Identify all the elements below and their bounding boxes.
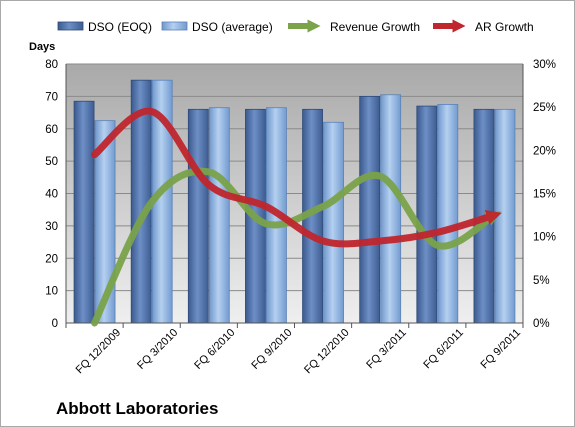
legend-label: DSO (average) [192,20,273,34]
bar-dso-average [380,94,402,324]
y-tick-label: 20 [45,253,58,265]
x-tick-label: FQ 3/2011 [364,327,409,372]
y-tick-label: 40 [45,189,58,201]
y-tick-label: 50 [45,156,58,168]
y-tick-label: 30 [45,221,58,233]
x-tick-label: FQ 9/2010 [249,327,294,372]
y-tick-label: 10 [45,286,58,298]
x-tick-label: FQ 3/2010 [135,327,180,372]
ar-growth-line [91,107,502,248]
bar-dso-eoq [73,100,95,324]
y2-tick-label: 10% [533,232,556,244]
legend-label: AR Growth [475,20,534,34]
bar-dso-average [323,121,344,324]
y2-tick-label: 15% [533,189,556,201]
revenue-growth-line [91,167,502,327]
x-tick-label: FQ 6/2010 [192,327,237,372]
y2-tick-label: 20% [533,145,556,157]
y-tick-label: 80 [45,59,58,71]
bar-dso-average [437,104,459,324]
x-tick-label: FQ 9/2011 [478,327,523,372]
bar-dso-average [494,108,516,324]
y-tick-label: 0 [52,318,58,330]
y2-tick-label: 0% [533,318,550,330]
chart-legend: DSO (EOQ) DSO (average) Revenue Growth AR G… [57,19,534,34]
legend-swatch [161,21,188,31]
y2-tick-label: 5% [533,275,550,287]
bar-dso-eoq [187,108,209,324]
legend-label: DSO (EOQ) [88,20,152,34]
company-name: Abbott Laboratories [56,399,219,418]
legend-label: Revenue Growth [330,20,420,34]
y-tick-label: 70 [45,91,58,103]
bar-dso-average [208,107,230,324]
bar-dso-eoq [416,105,438,324]
line-series [91,107,502,327]
y2-tick-label: 30% [533,59,556,71]
y-axis-label: Days [29,41,55,53]
axes [65,64,524,328]
legend-swatch [57,21,84,31]
y-tick-label: 60 [45,124,58,136]
y2-tick-label: 25% [533,102,556,114]
x-tick-label: FQ 12/2009 [74,327,124,377]
x-tick-label: FQ 6/2011 [421,327,466,372]
bar-dso-eoq [359,95,381,324]
x-tick-label: FQ 12/2010 [302,327,352,377]
